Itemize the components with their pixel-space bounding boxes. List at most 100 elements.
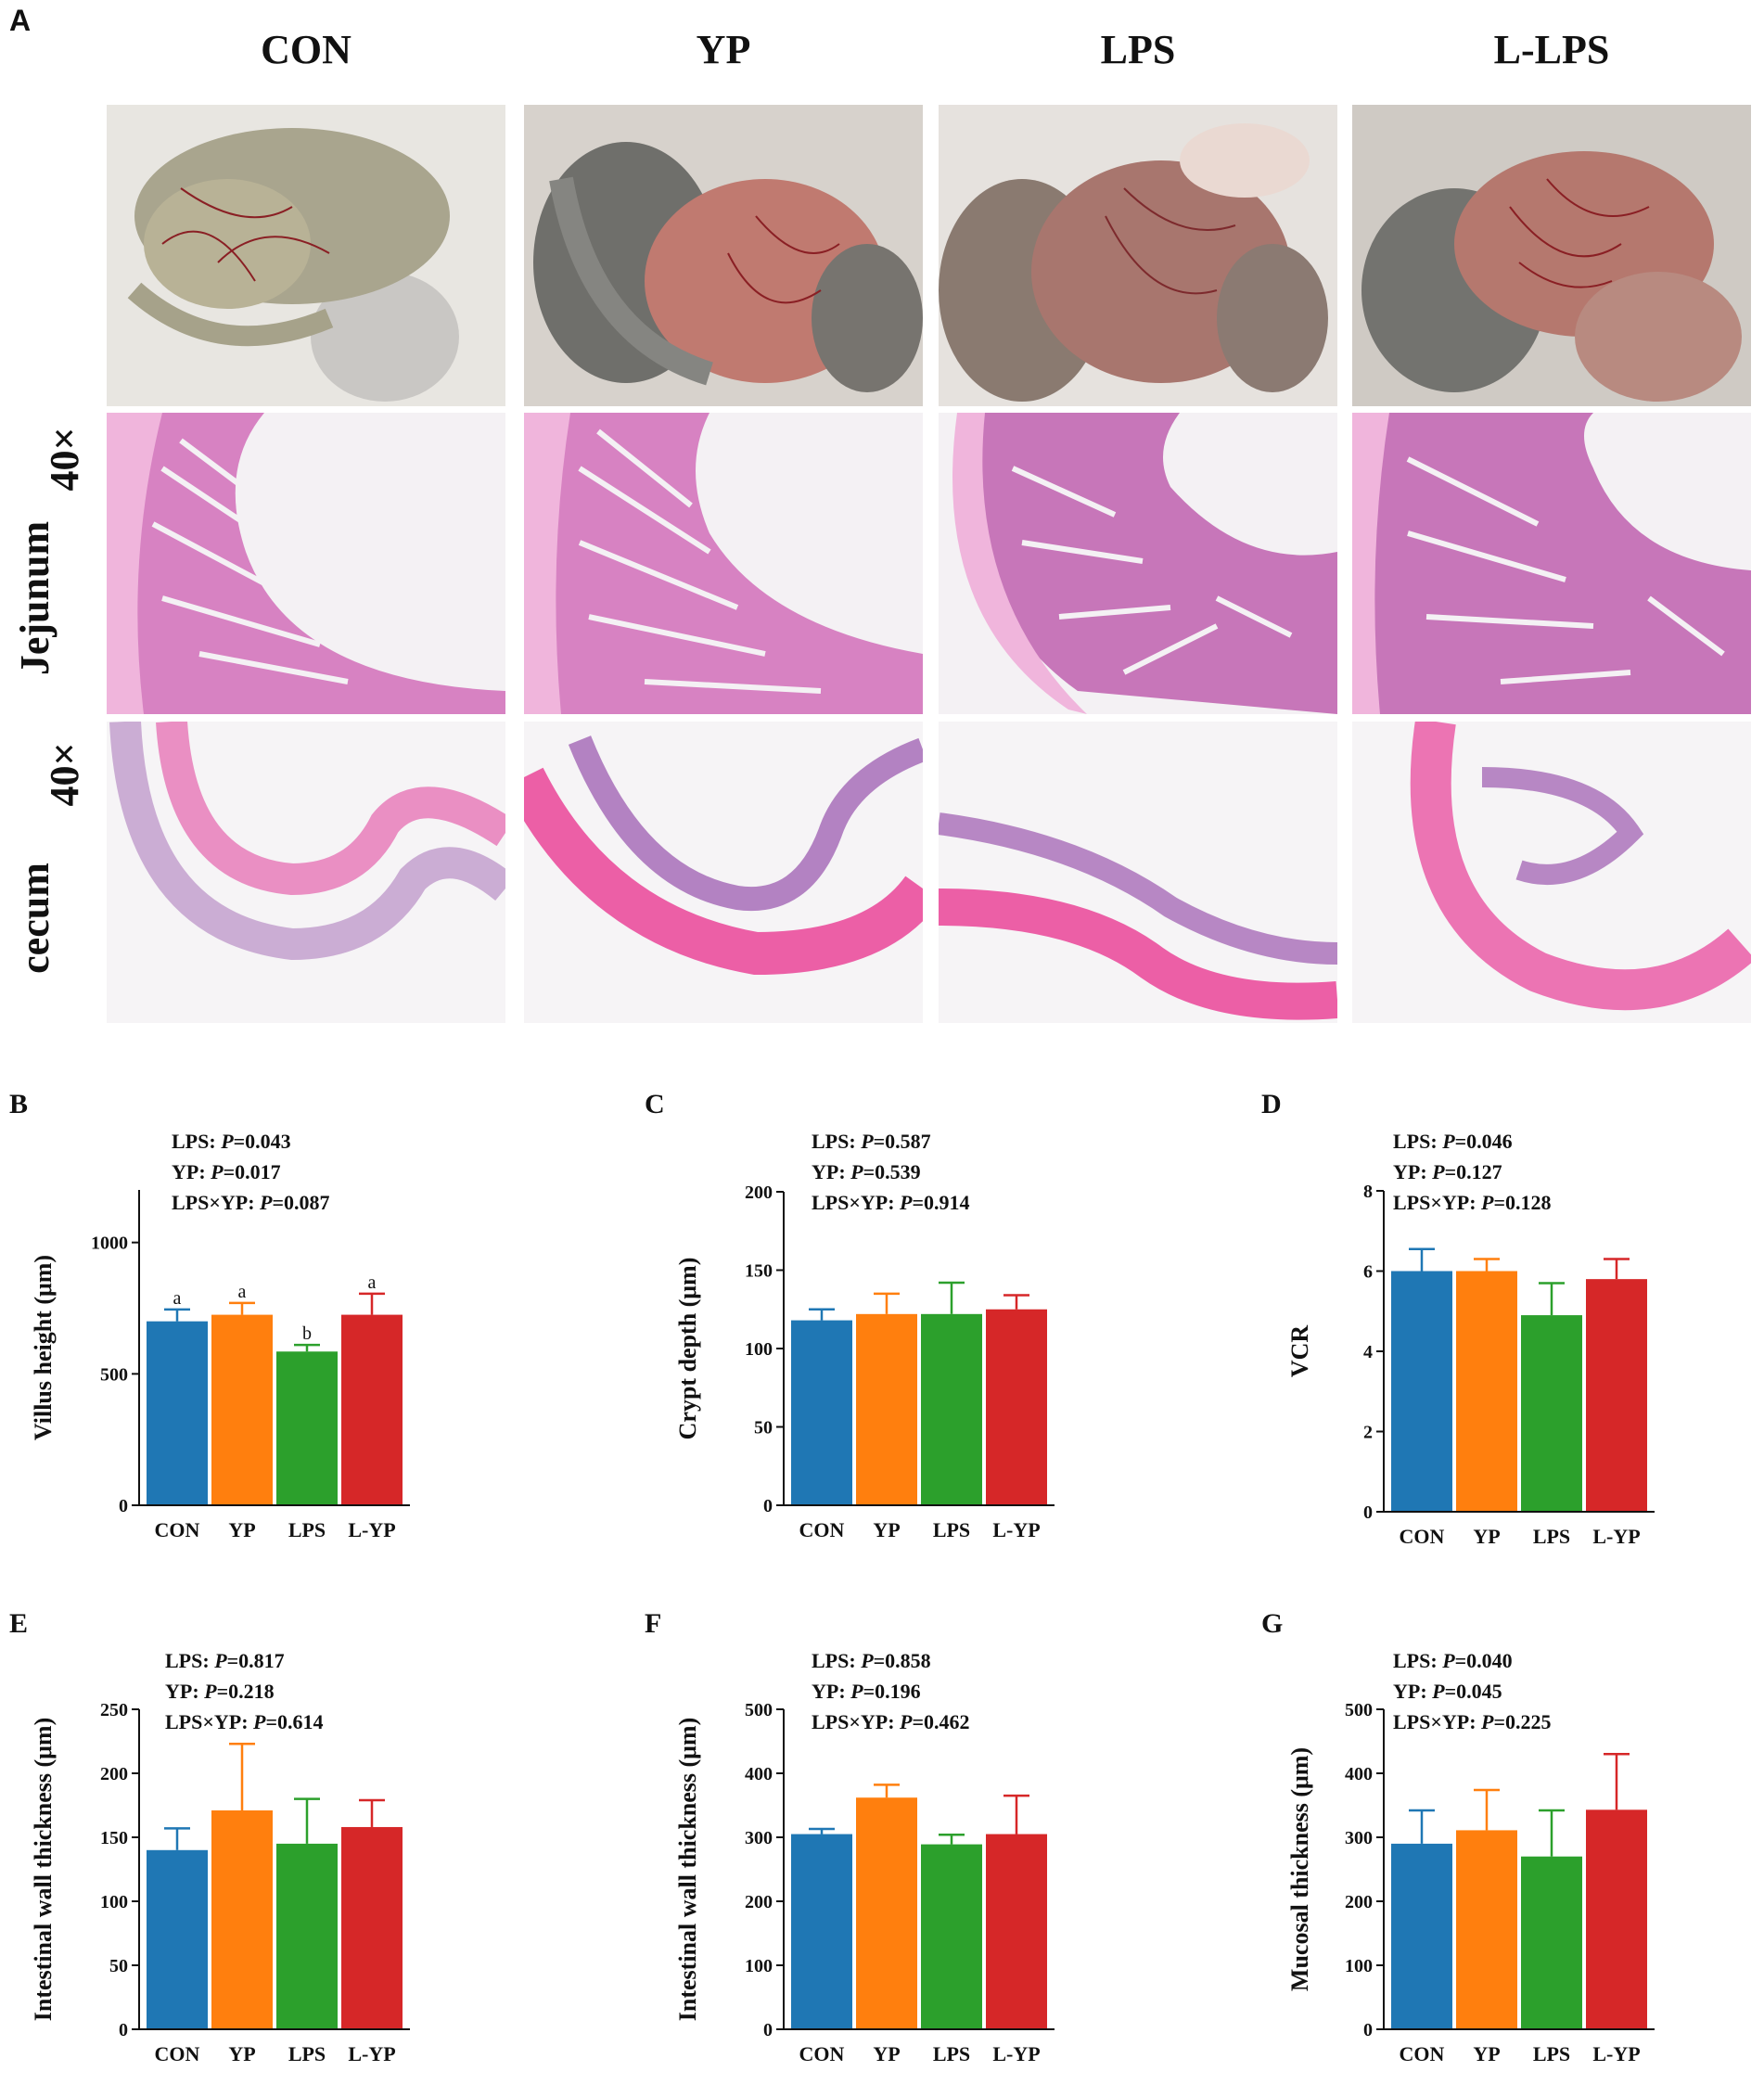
stats-p-symbol: P <box>252 1710 266 1733</box>
y-tick-label: 1000 <box>91 1234 128 1254</box>
stats-p-value: =0.087 <box>273 1191 330 1214</box>
bar-yp <box>211 1314 273 1505</box>
bar-lps <box>921 1313 982 1505</box>
stats-p-symbol: P <box>259 1191 273 1214</box>
bar-l-yp <box>341 1826 403 2029</box>
bar-lps <box>276 1843 338 2029</box>
stats-label: YP: <box>1393 1680 1432 1703</box>
y-tick-label: 500 <box>100 1364 128 1385</box>
x-tick-label: LPS <box>1533 1525 1570 1548</box>
cecum-histology-lps <box>939 722 1337 1023</box>
column-header-lps: LPS <box>1100 27 1176 72</box>
stats-line: LPS: P=0.043 <box>172 1130 291 1153</box>
significance-letter: a <box>173 1288 182 1309</box>
stats-p-symbol: P <box>860 1130 874 1153</box>
y-axis-label: Intestinal wall thickness (μm) <box>674 1718 701 2021</box>
y-tick-label: 200 <box>100 1764 128 1784</box>
stats-p-value: =0.225 <box>1494 1710 1552 1733</box>
stats-p-symbol: P <box>1441 1130 1455 1153</box>
stats-p-value: =0.614 <box>266 1710 324 1733</box>
stats-p-value: =0.127 <box>1445 1160 1502 1183</box>
bar-lps <box>1521 1856 1582 2029</box>
jejunum-histology-l-lps <box>1352 413 1751 714</box>
x-tick-label: LPS <box>933 2042 970 2065</box>
y-tick-label: 150 <box>745 1261 773 1282</box>
panel-letter-g: G <box>1261 1608 1283 1639</box>
x-tick-label: YP <box>228 2042 255 2065</box>
cecum-histology-con <box>107 722 505 1023</box>
stats-line: LPS: P=0.587 <box>812 1130 931 1153</box>
y-tick-label: 100 <box>745 1956 773 1976</box>
stats-label: LPS: <box>812 1649 861 1672</box>
stats-label: LPS×YP: <box>172 1191 260 1214</box>
bar-con <box>1391 1271 1452 1512</box>
stats-line: LPS×YP: P=0.225 <box>1393 1710 1552 1733</box>
stats-p-value: =0.128 <box>1494 1191 1552 1214</box>
bar-l-yp <box>986 1834 1047 2029</box>
stats-label: LPS: <box>1393 1130 1442 1153</box>
column-header-l-lps: L-LPS <box>1493 27 1610 72</box>
x-tick-label: L-YP <box>992 1518 1040 1541</box>
stats-label: YP: <box>165 1680 204 1703</box>
y-axis-label: VCR <box>1286 1325 1313 1378</box>
stats-p-symbol: P <box>1480 1191 1494 1214</box>
stats-line: LPS: P=0.046 <box>1393 1130 1513 1153</box>
x-tick-label: L-YP <box>1592 2042 1640 2065</box>
y-tick-label: 400 <box>1345 1764 1373 1784</box>
x-tick-label: LPS <box>1533 2042 1570 2065</box>
y-tick-label: 300 <box>745 1828 773 1848</box>
y-tick-label: 100 <box>745 1339 773 1360</box>
jejunum-histology-yp <box>524 413 923 714</box>
stats-label: LPS×YP: <box>812 1191 900 1214</box>
y-tick-label: 50 <box>109 1956 128 1976</box>
y-axis-label: Mucosal thickness (μm) <box>1286 1747 1313 1991</box>
stats-p-value: =0.046 <box>1455 1130 1513 1153</box>
stats-p-value: =0.045 <box>1445 1680 1502 1703</box>
bar-con <box>147 1849 208 2029</box>
y-tick-label: 0 <box>119 2020 128 2040</box>
bar-con <box>147 1321 208 1505</box>
x-tick-label: LPS <box>933 1518 970 1541</box>
x-tick-label: L-YP <box>348 1518 395 1541</box>
y-tick-label: 2 <box>1363 1423 1373 1443</box>
x-tick-label: YP <box>873 1518 900 1541</box>
y-tick-label: 500 <box>745 1700 773 1720</box>
stats-p-symbol: P <box>1431 1160 1445 1183</box>
bar-yp <box>856 1313 917 1505</box>
x-tick-label: CON <box>1400 2042 1445 2065</box>
x-tick-label: YP <box>228 1518 255 1541</box>
bar-yp <box>1456 1830 1517 2029</box>
x-tick-label: LPS <box>288 1518 326 1541</box>
stats-line: YP: P=0.045 <box>1393 1680 1502 1703</box>
x-tick-label: LPS <box>288 2042 326 2065</box>
cecum-histology-l-lps <box>1352 722 1751 1023</box>
jejunum-histology-lps <box>939 413 1337 714</box>
stats-p-symbol: P <box>220 1130 234 1153</box>
stats-label: YP: <box>1393 1160 1432 1183</box>
bar-lps <box>1521 1315 1582 1512</box>
y-tick-label: 250 <box>100 1700 128 1720</box>
bar-con <box>1391 1843 1452 2029</box>
y-tick-label: 100 <box>100 1892 128 1912</box>
stats-label: LPS×YP: <box>812 1710 900 1733</box>
panel-letter-e: E <box>9 1608 28 1639</box>
y-tick-label: 8 <box>1363 1182 1373 1202</box>
significance-letter: a <box>368 1272 377 1293</box>
stats-p-value: =0.017 <box>224 1160 281 1183</box>
x-tick-label: CON <box>155 1518 200 1541</box>
stats-p-symbol: P <box>210 1160 224 1183</box>
x-tick-label: CON <box>799 1518 845 1541</box>
row-label-cecum: cecum <box>12 863 58 974</box>
stats-label: LPS: <box>172 1130 221 1153</box>
y-tick-label: 300 <box>1345 1828 1373 1848</box>
bar-con <box>791 1834 852 2029</box>
y-tick-label: 0 <box>1363 2020 1373 2040</box>
y-tick-label: 150 <box>100 1828 128 1848</box>
stats-line: YP: P=0.127 <box>1393 1160 1502 1183</box>
y-axis-label: Crypt depth (μm) <box>674 1258 701 1440</box>
stats-p-value: =0.817 <box>227 1649 285 1672</box>
